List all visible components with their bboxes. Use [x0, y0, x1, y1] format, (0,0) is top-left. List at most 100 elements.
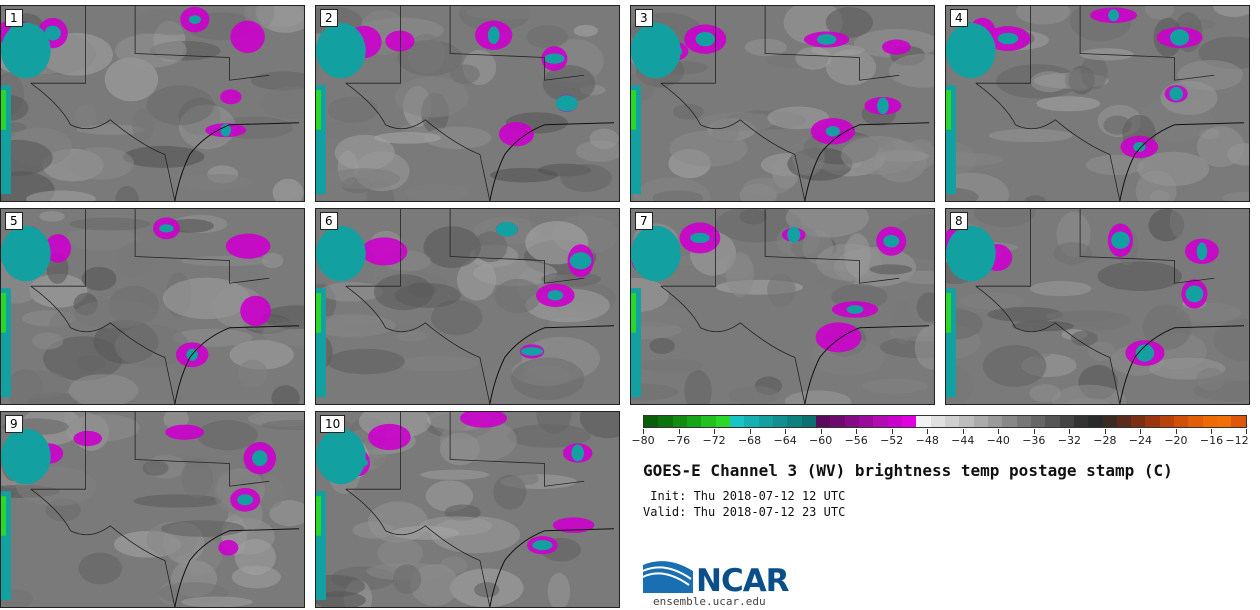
colorbar-segment: [844, 416, 859, 427]
postage-stamp-panel: 5: [0, 208, 305, 405]
colorbar-tick: [714, 429, 716, 434]
colorbar-segment: [686, 416, 702, 427]
panel-number: 5: [5, 212, 23, 230]
ncar-logo-text: NCAR: [696, 563, 790, 599]
colorbar-segment: [815, 416, 831, 427]
panel-map: [1, 412, 304, 607]
colorbar-tick-label: −24: [1128, 434, 1153, 447]
panel-map: [316, 6, 619, 201]
colorbar-segment: [1231, 416, 1246, 427]
colorbar-segment: [801, 416, 816, 427]
valid-time: Valid: Thu 2018-07-12 23 UTC: [643, 505, 846, 519]
colorbar-segment: [1188, 416, 1203, 427]
colorbar-tick-label: −52: [880, 434, 904, 447]
postage-stamp-panel: 4: [945, 5, 1250, 202]
colorbar-tick: [962, 429, 964, 434]
colorbar-segment: [1217, 416, 1232, 427]
colorbar-tick-label: −44: [951, 434, 975, 447]
colorbar-tick: [785, 429, 787, 434]
colorbar-tick-label: −72: [702, 434, 726, 447]
colorbar-tick: [1104, 429, 1106, 434]
postage-stamp-panel: 7: [630, 208, 935, 405]
panel-map: [946, 209, 1249, 404]
colorbar-tick: [1069, 429, 1071, 434]
colorbar-tick-label: −32: [1057, 434, 1081, 447]
site-url: ensemble.ucar.edu: [653, 595, 766, 608]
colorbar-segment: [930, 416, 945, 427]
colorbar-segment: [987, 416, 1003, 427]
colorbar-tick: [820, 429, 822, 434]
colorbar-segment: [1073, 416, 1089, 427]
colorbar-segment: [1131, 416, 1146, 427]
postage-stamp-panel: 2: [315, 5, 620, 202]
postage-stamp-panel: 9: [0, 411, 305, 608]
colorbar-segment: [1159, 416, 1175, 427]
colorbar-segment: [1202, 416, 1218, 427]
postage-stamp-panel: 1: [0, 5, 305, 202]
colorbar-tick-label: −20: [1164, 434, 1188, 447]
panel-number: 9: [5, 415, 23, 433]
colorbar-tick-label: −40: [986, 434, 1010, 447]
colorbar-tick: [1211, 429, 1213, 434]
panel-map: [1, 209, 304, 404]
colorbar-tick: [643, 429, 644, 434]
colorbar-segment: [1030, 416, 1046, 427]
colorbar-segment: [1145, 416, 1160, 427]
colorbar-tick-label: −28: [1093, 434, 1117, 447]
colorbar-segment: [944, 416, 960, 427]
colorbar-segment: [1016, 416, 1031, 427]
colorbar-segment: [887, 416, 902, 427]
colorbar-tick: [891, 429, 893, 434]
postage-stamp-panel: 6: [315, 208, 620, 405]
colorbar-segment: [959, 416, 974, 427]
panel-map: [946, 6, 1249, 201]
colorbar-tick: [1246, 429, 1247, 434]
colorbar-segment: [744, 416, 759, 427]
colorbar-segment: [858, 416, 874, 427]
colorbar-tick-label: −12: [1225, 434, 1249, 447]
colorbar-tick-label: −64: [773, 434, 797, 447]
panel-number: 8: [950, 212, 968, 230]
colorbar-segment: [830, 416, 845, 427]
colorbar-tick: [927, 429, 929, 434]
panel-number: 10: [320, 415, 346, 433]
init-time: Init: Thu 2018-07-12 12 UTC: [643, 489, 846, 503]
panel-number: 1: [5, 9, 23, 27]
colorbar-segment: [701, 416, 716, 427]
colorbar-segment: [1059, 416, 1074, 427]
colorbar-segment: [1088, 416, 1103, 427]
postage-stamp-panel: 3: [630, 5, 935, 202]
panel-map: [316, 412, 619, 607]
panel-map: [316, 209, 619, 404]
colorbar-tick-label: −60: [809, 434, 833, 447]
colorbar-tick-label: −56: [844, 434, 868, 447]
panel-map: [1, 6, 304, 201]
colorbar-tick-label: −76: [666, 434, 691, 447]
colorbar-segment: [873, 416, 888, 427]
colorbar-segment: [1045, 416, 1060, 427]
colorbar-segment: [715, 416, 730, 427]
colorbar-segment: [1002, 416, 1017, 427]
colorbar-segment: [658, 416, 673, 427]
colorbar-tick-label: −80: [631, 434, 655, 447]
postage-stamp-panel: 8: [945, 208, 1250, 405]
colorbar-tick: [1140, 429, 1142, 434]
colorbar-segment: [1102, 416, 1117, 427]
panel-map: [631, 209, 934, 404]
colorbar-segment: [672, 416, 687, 427]
colorbar-segment: [916, 416, 931, 427]
colorbar-segment: [772, 416, 788, 427]
panel-number: 2: [320, 9, 338, 27]
panel-number: 7: [635, 212, 653, 230]
colorbar-segment: [644, 416, 659, 427]
colorbar-tick: [998, 429, 1000, 434]
ncar-logo-icon: [643, 561, 693, 593]
colorbar: [643, 415, 1247, 428]
colorbar-ticks: −80 −76 −72 −68 −64 −60 −56 −52 −48 −44 −40 −36 −32−…: [631, 429, 1249, 451]
colorbar-tick-label: −48: [915, 434, 939, 447]
colorbar-tick: [678, 429, 680, 434]
colorbar-segment: [1174, 416, 1189, 427]
colorbar-tick-label: −16: [1199, 434, 1224, 447]
figure-title: GOES-E Channel 3 (WV) brightness temp po…: [643, 461, 1173, 480]
colorbar-tick: [749, 429, 751, 434]
